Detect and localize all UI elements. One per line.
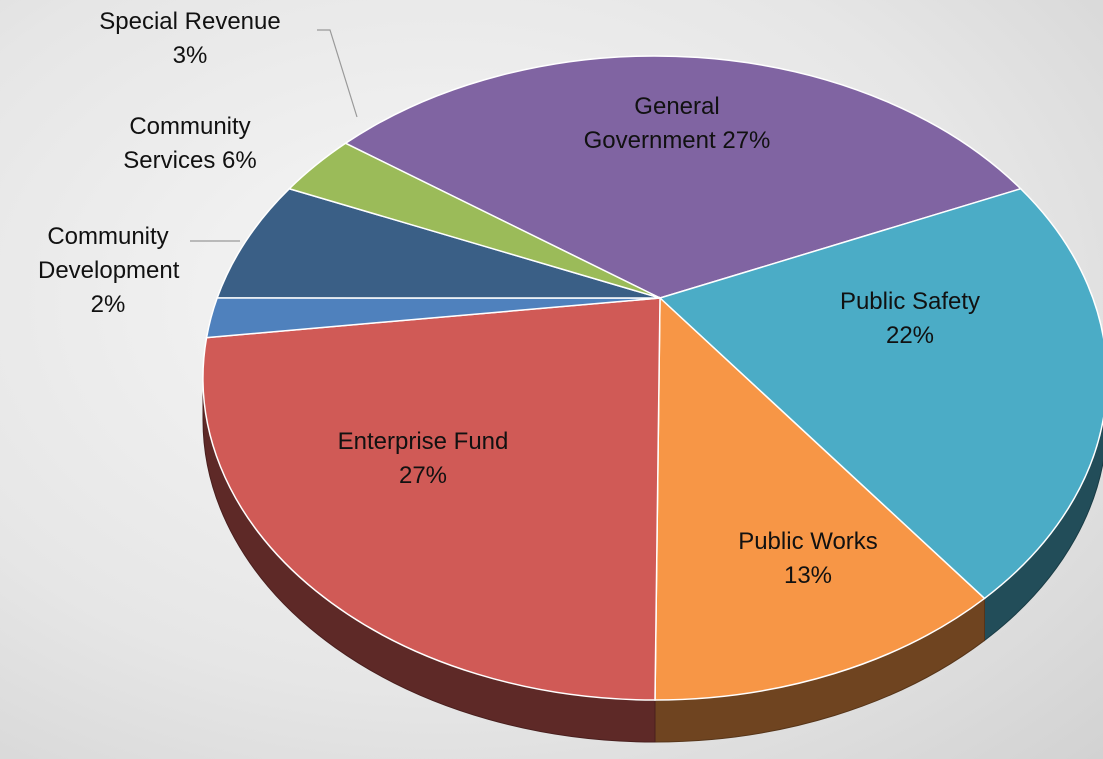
value-label: 27%	[722, 127, 771, 154]
leader-line	[317, 29, 358, 118]
slice	[658, 187, 1103, 600]
category-label: Public Works	[738, 528, 878, 555]
slice	[344, 55, 1023, 299]
category-label: Enterprise Fund	[337, 428, 509, 455]
slice-label: Special Revenue 3%	[95, 5, 285, 73]
category-label: Special Revenue	[99, 8, 281, 35]
value-label: 27%	[398, 462, 448, 489]
value-label: 3%	[172, 42, 208, 69]
slice	[216, 187, 661, 299]
slice	[202, 297, 661, 701]
slice-label: Community Services 6%	[100, 110, 280, 178]
value-label: 2%	[90, 291, 126, 318]
value-label: 22%	[885, 322, 935, 349]
slice-label: General Government 27%	[577, 90, 777, 158]
slice-label: Community Development 2%	[38, 220, 180, 322]
category-label: Community Development	[38, 223, 180, 284]
slice-label: Public Safety 22%	[825, 285, 995, 353]
value-label: 13%	[783, 562, 833, 589]
category-label: General Government	[583, 93, 720, 154]
category-label: Community Services	[123, 113, 251, 174]
sides	[202, 377, 1103, 743]
slice-label: Public Works 13%	[723, 525, 893, 593]
tops	[202, 55, 1103, 701]
slice	[654, 296, 986, 701]
slice	[287, 142, 661, 299]
value-label: 6%	[222, 147, 257, 174]
category-label: Public Safety	[839, 288, 981, 315]
slice-label: Enterprise Fund 27%	[323, 425, 523, 493]
